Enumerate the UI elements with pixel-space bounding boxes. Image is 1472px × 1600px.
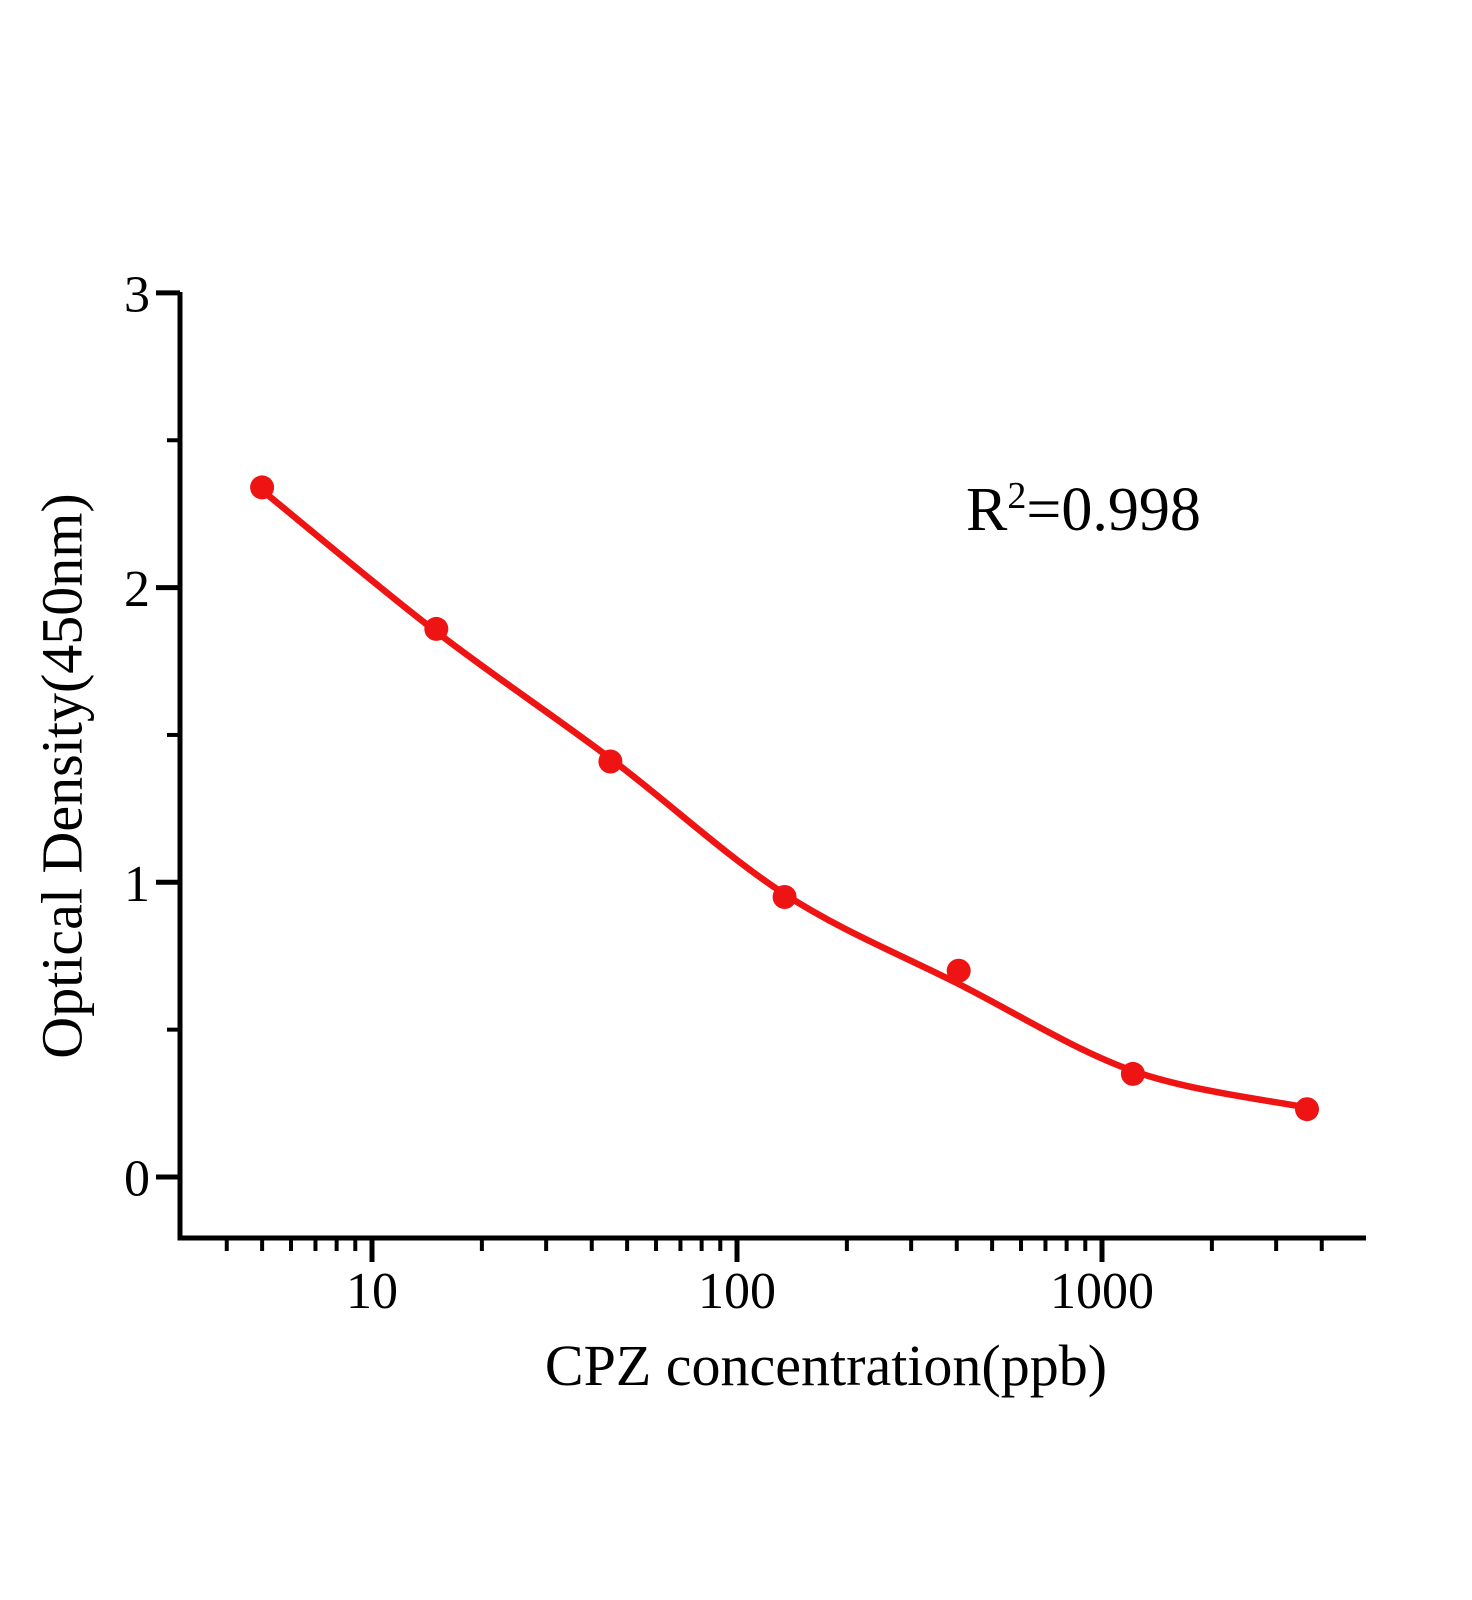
axes [177,292,1366,1241]
x-axis-ticks: 10 100 1000 [224,1238,1324,1320]
y-tick-label: 2 [124,561,150,618]
data-point-marker [1295,1097,1319,1122]
data-point-marker [424,616,449,641]
x-axis-title: CPZ concentration(ppb) [545,1333,1107,1398]
x-tick-label: 100 [698,1263,776,1320]
x-tick-label: 10 [346,1263,398,1320]
data-point-marker [1120,1061,1145,1086]
y-tick-label: 0 [124,1151,150,1208]
data-point-marker [946,958,971,983]
data-series [250,475,1319,1122]
r-squared-annotation: R2=0.998 [966,475,1201,544]
y-tick-label: 3 [124,266,150,323]
r2-value: =0.998 [1026,476,1200,544]
y-axis-title: Optical Density(450nm) [30,493,95,1058]
y-axis-ticks: 0 1 2 3 [124,266,180,1208]
fit-curve [258,487,1311,1111]
y-tick-label: 1 [124,856,150,913]
r2-base: R [966,476,1008,544]
data-point-marker [250,475,275,500]
r2-exponent: 2 [1007,475,1026,517]
data-point-marker [598,749,623,774]
data-point-marker [772,885,797,909]
x-tick-label: 1000 [1050,1263,1154,1320]
